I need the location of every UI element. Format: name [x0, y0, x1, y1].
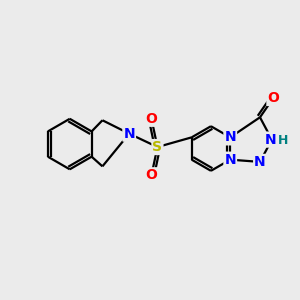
Text: S: S	[152, 140, 162, 154]
Text: N: N	[224, 130, 236, 144]
Text: O: O	[146, 112, 158, 126]
Text: N: N	[265, 133, 276, 147]
Text: N: N	[224, 153, 236, 167]
Text: O: O	[146, 168, 158, 182]
Text: N: N	[254, 155, 266, 169]
Text: N: N	[123, 127, 135, 141]
Text: O: O	[267, 91, 279, 105]
Text: H: H	[278, 134, 288, 147]
